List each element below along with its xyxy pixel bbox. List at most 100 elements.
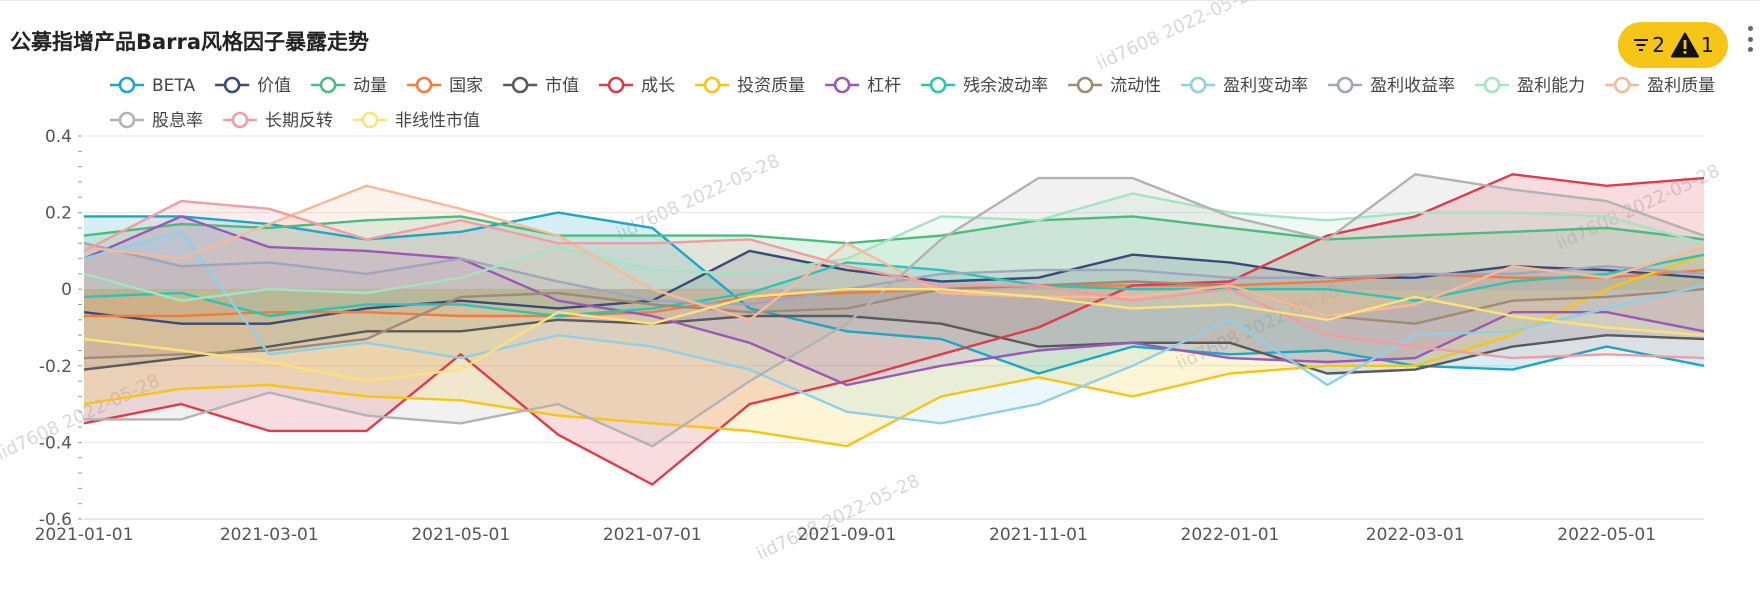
- legend-marker: [1336, 76, 1354, 94]
- legend-marker: [231, 111, 249, 129]
- legend-item[interactable]: 盈利质量: [1605, 76, 1715, 96]
- legend-label: BETA: [152, 76, 195, 96]
- series-line[interactable]: [83, 280, 1705, 360]
- legend-marker: [118, 111, 136, 129]
- x-tick-label: 2021-01-01: [35, 525, 134, 545]
- series-area: [84, 289, 1704, 382]
- legend-item[interactable]: 股息率: [110, 111, 203, 131]
- series-area: [84, 174, 1704, 485]
- legend-marker: [223, 76, 241, 94]
- series-area: [84, 212, 1704, 374]
- chart-title: 公募指增产品Barra风格因子暴露走势: [10, 30, 370, 54]
- legend-marker: [361, 111, 379, 129]
- legend-marker: [703, 76, 721, 94]
- x-tick-label: 2021-03-01: [220, 525, 319, 545]
- filter-group[interactable]: 2: [1632, 33, 1665, 57]
- legend-label: 长期反转: [265, 111, 333, 131]
- series-line[interactable]: [83, 192, 1705, 302]
- warning-group[interactable]: 1: [1671, 32, 1714, 58]
- x-tick-label: 2021-09-01: [798, 525, 897, 545]
- area-layer: [84, 174, 1704, 485]
- watermark-text: iid7608 2022-05-28: [1093, 0, 1263, 75]
- y-tick-label: 0.4: [45, 127, 72, 147]
- series-line[interactable]: [84, 173, 1705, 448]
- y-tick-label: -0.6: [39, 510, 72, 530]
- legend-item[interactable]: 国家: [407, 76, 483, 96]
- legend-item[interactable]: 长期反转: [223, 111, 333, 131]
- series-line[interactable]: [83, 253, 1705, 448]
- series-line[interactable]: [83, 215, 1705, 387]
- legend-label: 盈利变动率: [1223, 76, 1308, 96]
- series-area: [84, 250, 1704, 324]
- legend-label: 市值: [545, 76, 579, 96]
- series-area: [84, 254, 1704, 316]
- legend-label: 盈利质量: [1647, 76, 1715, 96]
- legend-item[interactable]: 杠杆: [825, 76, 901, 96]
- more-dot: [1747, 26, 1753, 31]
- more-vertical-icon[interactable]: [1744, 26, 1756, 52]
- series-area: [84, 185, 1704, 320]
- series-area: [84, 216, 1704, 385]
- legend-marker: [1076, 76, 1094, 94]
- warning-count: 1: [1701, 33, 1714, 57]
- legend-label: 非线性市值: [395, 111, 480, 131]
- legend-item[interactable]: 盈利变动率: [1181, 76, 1308, 96]
- filter-icon: [1634, 39, 1649, 51]
- series-area: [84, 281, 1704, 359]
- series-line[interactable]: [83, 173, 1705, 486]
- legend-label: 成长: [641, 76, 675, 96]
- series-line[interactable]: [83, 215, 1705, 245]
- legend-marker: [118, 76, 136, 94]
- y-tick-label: 0: [61, 280, 72, 300]
- y-tick-label: 0.2: [45, 204, 72, 224]
- more-dot: [1747, 36, 1753, 42]
- legend-label: 残余波动率: [963, 76, 1048, 96]
- legend-marker: [1613, 76, 1631, 94]
- y-tick-label: -0.4: [39, 433, 72, 453]
- legend: BETA 价值 动量 国家 市值 成长 投资质量 杠杆 残余波动率 流动性 盈利变动率 盈利收益率 盈利…: [110, 76, 1715, 131]
- legend-item[interactable]: 投资质量: [695, 76, 805, 96]
- legend-marker: [1189, 76, 1207, 94]
- x-tick-label: 2022-03-01: [1366, 525, 1465, 545]
- legend-label: 盈利收益率: [1370, 76, 1455, 96]
- x-tick-label: 2021-11-01: [989, 525, 1088, 545]
- watermark-text: iid7608 2022-05-28: [753, 470, 923, 564]
- filter-count: 2: [1652, 33, 1665, 57]
- top-divider: [0, 0, 1760, 1]
- legend-label: 动量: [353, 76, 387, 96]
- legend-marker: [833, 76, 851, 94]
- legend-item[interactable]: 价值: [215, 76, 291, 96]
- legend-label: 国家: [449, 76, 483, 96]
- legend-item[interactable]: 非线性市值: [353, 111, 480, 131]
- x-tick-label: 2022-05-01: [1557, 525, 1656, 545]
- legend-item[interactable]: 流动性: [1068, 76, 1161, 96]
- line-layer: [83, 173, 1705, 486]
- legend-label: 投资质量: [737, 76, 805, 96]
- legend-item[interactable]: BETA: [110, 76, 195, 96]
- legend-item[interactable]: 盈利能力: [1475, 76, 1585, 96]
- legend-label: 价值: [257, 76, 291, 96]
- legend-item[interactable]: 市值: [503, 76, 579, 96]
- x-tick-label: 2022-01-01: [1181, 525, 1280, 545]
- legend-label: 股息率: [152, 111, 203, 131]
- legend-marker: [511, 76, 529, 94]
- series-line[interactable]: [83, 199, 1705, 360]
- series-line[interactable]: [83, 184, 1705, 321]
- x-tick-label: 2021-05-01: [411, 525, 510, 545]
- legend-marker: [415, 76, 433, 94]
- y-tick-label: -0.2: [39, 357, 72, 377]
- series-line[interactable]: [83, 314, 1705, 375]
- legend-item[interactable]: 盈利收益率: [1328, 76, 1455, 96]
- filter-warning-badge[interactable]: 2 1: [1618, 22, 1728, 68]
- legend-label: 盈利能力: [1517, 76, 1585, 96]
- warning-icon: [1671, 32, 1699, 58]
- legend-item[interactable]: 成长: [599, 76, 675, 96]
- series-line[interactable]: [83, 230, 1705, 425]
- series-area: [84, 201, 1704, 359]
- series-line[interactable]: [83, 288, 1705, 383]
- legend-item[interactable]: 动量: [311, 76, 387, 96]
- x-tick-label: 2021-07-01: [603, 525, 702, 545]
- legend-item[interactable]: 残余波动率: [921, 76, 1048, 96]
